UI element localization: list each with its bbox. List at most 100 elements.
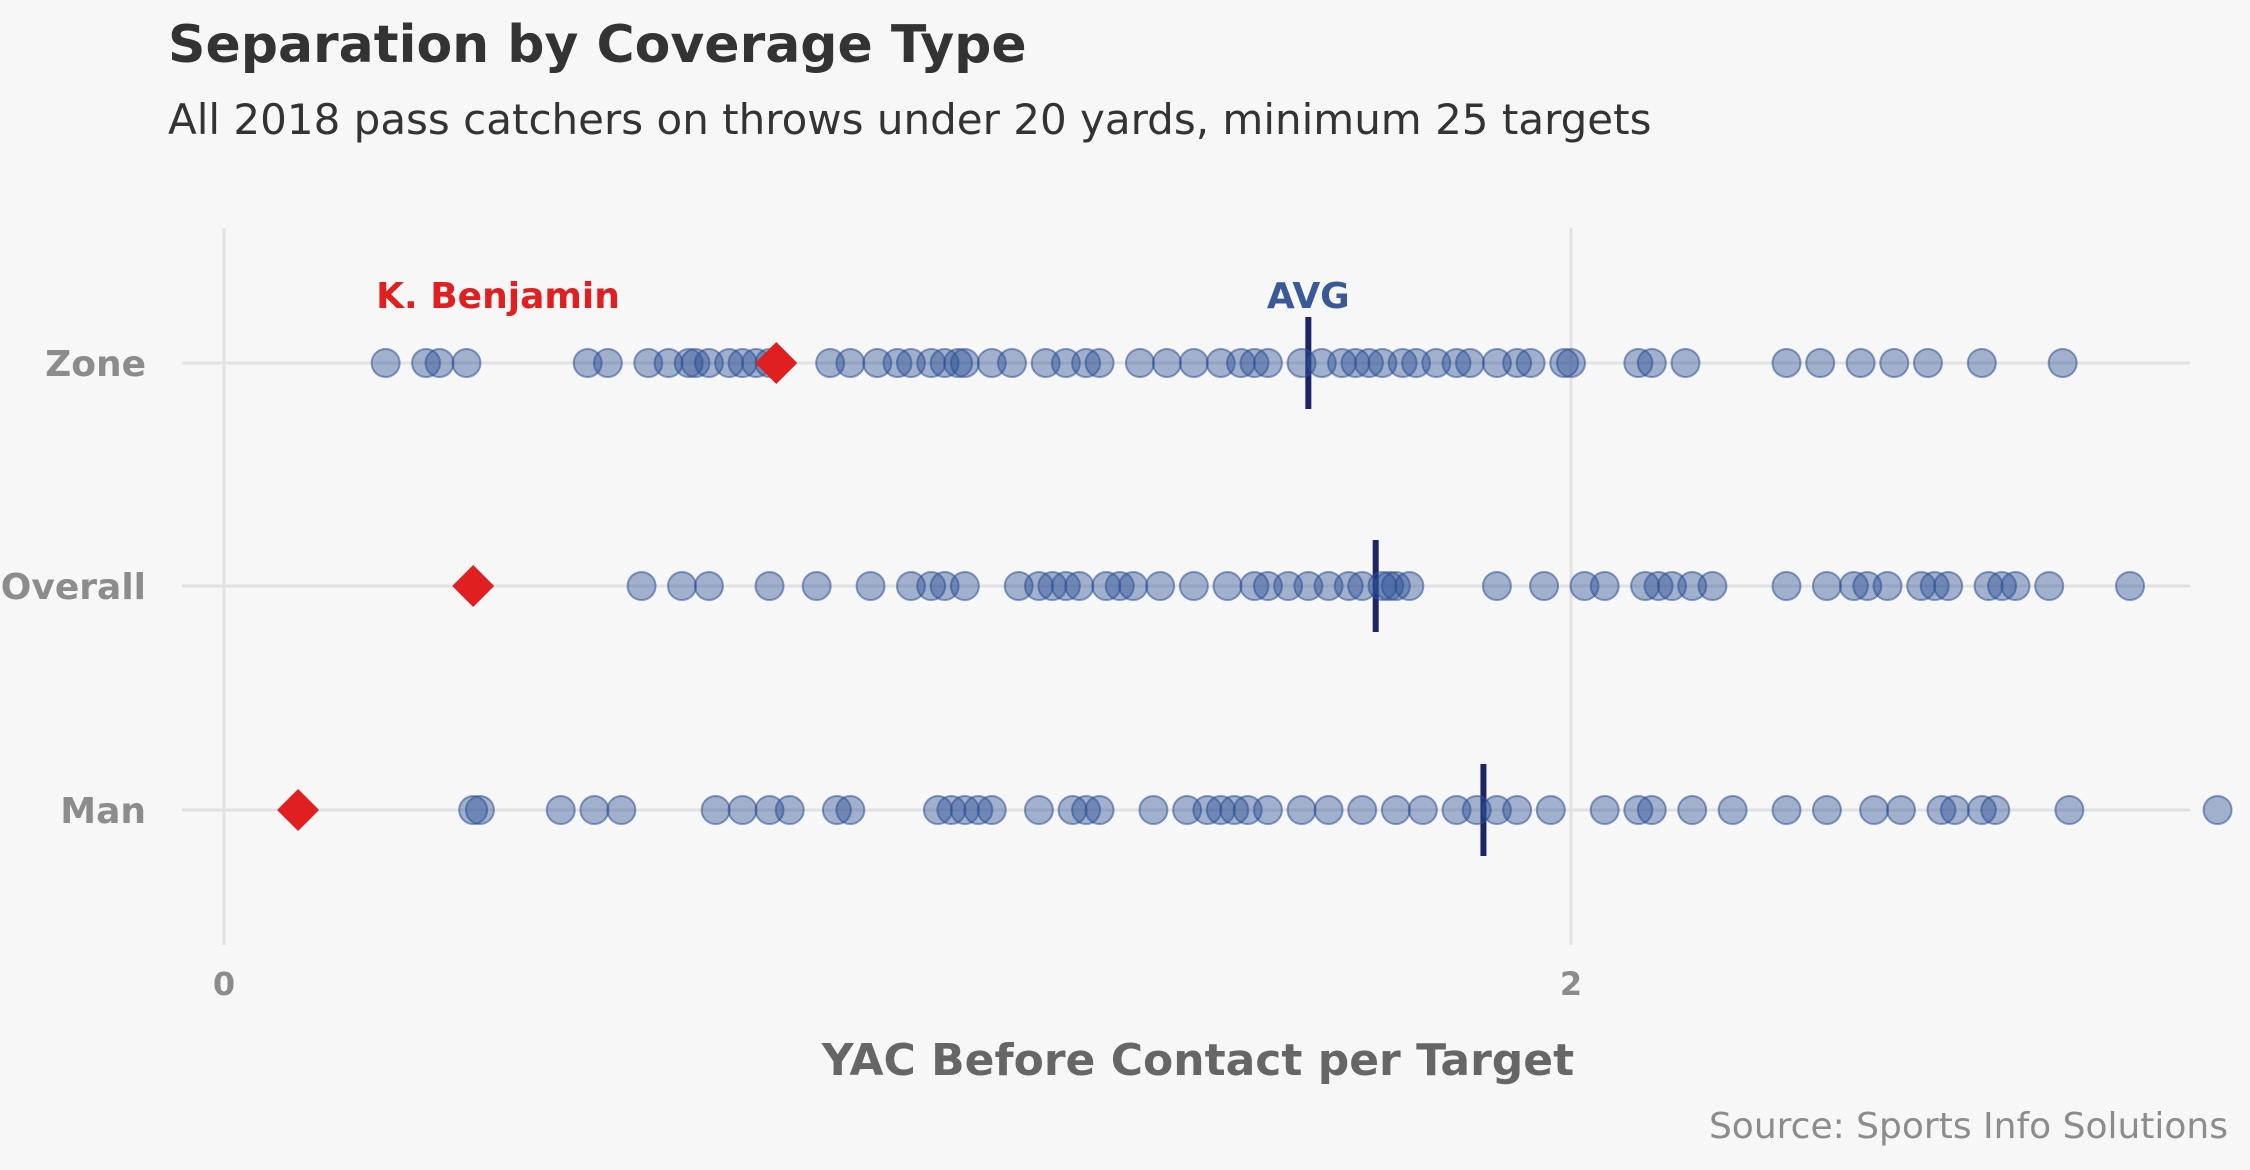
x-tick-label-0: 0 bbox=[213, 965, 235, 1003]
point-man-37 bbox=[1589, 795, 1620, 825]
point-overall-18 bbox=[1145, 571, 1176, 601]
point-overall-9 bbox=[949, 571, 980, 601]
point-zone-16 bbox=[835, 348, 866, 378]
point-man-45 bbox=[1886, 795, 1917, 825]
point-man-28 bbox=[1313, 795, 1344, 825]
point-man-6 bbox=[727, 795, 758, 825]
point-overall-14 bbox=[1064, 571, 1095, 601]
point-zone-57 bbox=[1805, 348, 1836, 378]
point-man-39 bbox=[1636, 795, 1667, 825]
point-overall-4 bbox=[801, 571, 832, 601]
point-zone-56 bbox=[1771, 348, 1802, 378]
point-man-8 bbox=[774, 795, 805, 825]
point-zone-31 bbox=[1151, 348, 1182, 378]
point-zone-32 bbox=[1178, 348, 1209, 378]
point-zone-47 bbox=[1454, 348, 1485, 378]
point-overall-17 bbox=[1118, 571, 1149, 601]
point-man-26 bbox=[1252, 795, 1283, 825]
point-zone-61 bbox=[1966, 348, 1997, 378]
chart-subtitle: All 2018 pass catchers on throws under 2… bbox=[168, 95, 1651, 144]
point-man-50 bbox=[2054, 795, 2085, 825]
point-man-27 bbox=[1286, 795, 1317, 825]
point-man-20 bbox=[1138, 795, 1169, 825]
highlight-marker-overall bbox=[452, 565, 495, 607]
point-man-40 bbox=[1677, 795, 1708, 825]
point-overall-35 bbox=[1589, 571, 1620, 601]
category-label-man: Man bbox=[60, 791, 146, 832]
point-man-2 bbox=[545, 795, 576, 825]
point-man-4 bbox=[606, 795, 637, 825]
point-man-35 bbox=[1502, 795, 1533, 825]
point-man-30 bbox=[1380, 795, 1411, 825]
chart-title: Separation by Coverage Type bbox=[168, 15, 1027, 75]
point-zone-55 bbox=[1670, 348, 1701, 378]
point-man-19 bbox=[1084, 795, 1115, 825]
point-overall-20 bbox=[1212, 571, 1243, 601]
point-zone-50 bbox=[1515, 348, 1546, 378]
point-zone-0 bbox=[370, 348, 401, 378]
point-zone-58 bbox=[1845, 348, 1876, 378]
point-man-1 bbox=[464, 795, 495, 825]
point-zone-54 bbox=[1636, 348, 1667, 378]
point-overall-32 bbox=[1481, 571, 1512, 601]
highlight-marker-zone bbox=[755, 342, 798, 384]
point-overall-48 bbox=[1933, 571, 1964, 601]
point-overall-5 bbox=[855, 571, 886, 601]
point-zone-36 bbox=[1252, 348, 1283, 378]
data-points bbox=[370, 348, 2233, 825]
source-caption: Source: Sports Info Solutions bbox=[1709, 1106, 2228, 1147]
point-man-29 bbox=[1347, 795, 1378, 825]
x-axis-title: YAC Before Contact per Target bbox=[821, 1035, 1574, 1086]
point-man-51 bbox=[2202, 795, 2233, 825]
point-overall-52 bbox=[2034, 571, 2065, 601]
highlight-marker-man bbox=[277, 789, 320, 831]
point-zone-30 bbox=[1124, 348, 1155, 378]
point-overall-40 bbox=[1697, 571, 1728, 601]
category-label-zone: Zone bbox=[45, 344, 146, 385]
point-man-49 bbox=[1980, 795, 2011, 825]
point-zone-22 bbox=[943, 348, 974, 378]
point-man-42 bbox=[1771, 795, 1802, 825]
avg-label: AVG bbox=[1267, 276, 1350, 317]
point-zone-5 bbox=[592, 348, 623, 378]
point-zone-60 bbox=[1912, 348, 1943, 378]
point-man-5 bbox=[700, 795, 731, 825]
point-zone-59 bbox=[1879, 348, 1910, 378]
point-overall-19 bbox=[1178, 571, 1209, 601]
x-tick-label-2: 2 bbox=[1560, 965, 1582, 1003]
point-man-41 bbox=[1717, 795, 1748, 825]
point-zone-29 bbox=[1084, 348, 1115, 378]
point-overall-2 bbox=[693, 571, 724, 601]
point-zone-25 bbox=[996, 348, 1027, 378]
point-man-16 bbox=[1023, 795, 1054, 825]
point-man-47 bbox=[1939, 795, 1970, 825]
point-overall-3 bbox=[754, 571, 785, 601]
point-zone-51 bbox=[1549, 348, 1580, 378]
point-man-15 bbox=[976, 795, 1007, 825]
point-overall-51 bbox=[2000, 571, 2031, 601]
grid bbox=[182, 228, 2190, 945]
point-overall-31 bbox=[1394, 571, 1425, 601]
point-overall-0 bbox=[626, 571, 657, 601]
point-man-36 bbox=[1535, 795, 1566, 825]
highlight-markers bbox=[277, 342, 798, 831]
point-zone-52 bbox=[1556, 348, 1586, 378]
point-overall-41 bbox=[1771, 571, 1802, 601]
point-overall-1 bbox=[666, 571, 697, 601]
point-man-44 bbox=[1859, 795, 1890, 825]
point-overall-45 bbox=[1872, 571, 1903, 601]
point-overall-42 bbox=[1811, 571, 1842, 601]
point-man-43 bbox=[1811, 795, 1842, 825]
point-man-0 bbox=[458, 795, 489, 825]
point-man-3 bbox=[579, 795, 610, 825]
point-man-31 bbox=[1407, 795, 1438, 825]
point-man-10 bbox=[835, 795, 866, 825]
axis-labels: 024ZoneOverallManAVGK. Benjamin bbox=[1, 276, 1582, 1003]
point-zone-23 bbox=[949, 348, 980, 378]
point-zone-2 bbox=[424, 348, 455, 378]
point-zone-3 bbox=[451, 348, 482, 378]
highlight-label: K. Benjamin bbox=[376, 276, 620, 317]
point-overall-33 bbox=[1529, 571, 1560, 601]
category-label-overall: Overall bbox=[1, 567, 146, 608]
